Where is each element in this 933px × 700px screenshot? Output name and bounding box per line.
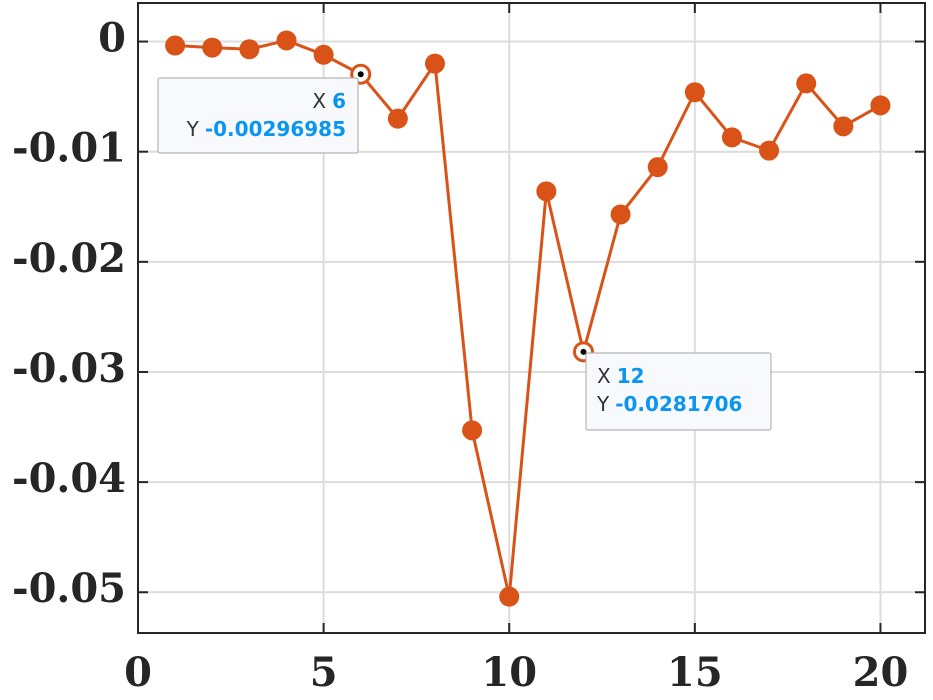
data-point: [833, 116, 854, 137]
datatip-label: Y: [186, 117, 200, 141]
datatip-dot: [580, 348, 587, 355]
y-tick-label: 0: [98, 15, 126, 62]
data-point: [239, 39, 260, 60]
y-tick-label: -0.01: [12, 125, 126, 172]
data-point: [870, 95, 891, 116]
data-point: [165, 35, 186, 56]
datatip-value: 12: [617, 364, 645, 388]
datatip-value: -0.00296985: [205, 117, 346, 141]
data-point: [313, 44, 334, 65]
datatip-label: X: [597, 364, 611, 388]
datatip-value: 6: [332, 89, 346, 113]
data-point: [499, 586, 520, 607]
data-point: [424, 53, 445, 74]
datatip-dot: [357, 71, 364, 78]
x-tick-label: 10: [481, 649, 537, 696]
datatip-line: X 12: [597, 364, 645, 388]
y-tick-label: -0.02: [12, 235, 126, 282]
datatip-value: -0.0281706: [615, 392, 742, 416]
data-point: [610, 204, 631, 225]
x-tick-label: 15: [667, 649, 723, 696]
data-point: [536, 181, 557, 202]
axes-box: [137, 2, 926, 634]
y-tick-label: -0.03: [12, 345, 126, 392]
datatip-line: Y -0.00296985: [186, 117, 346, 141]
data-point: [276, 30, 297, 51]
data-point: [684, 82, 705, 103]
x-tick-label: 20: [853, 649, 909, 696]
datatip-label: X: [312, 89, 326, 113]
data-point: [796, 73, 817, 94]
datatip-label: Y: [596, 392, 610, 416]
data-point: [759, 140, 780, 161]
x-tick-label: 0: [124, 649, 152, 696]
data-point: [387, 108, 408, 129]
y-tick-label: -0.05: [12, 565, 126, 612]
data-point: [721, 127, 742, 148]
datatip-box: [585, 352, 772, 431]
y-tick-label: -0.04: [12, 455, 126, 502]
data-point: [462, 420, 483, 441]
x-tick-label: 5: [310, 649, 338, 696]
data-point: [647, 157, 668, 178]
data-point: [202, 37, 223, 58]
datatip-box: [157, 77, 359, 154]
datatip-line: Y -0.0281706: [596, 392, 742, 416]
